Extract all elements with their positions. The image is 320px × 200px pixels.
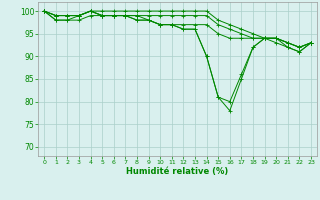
X-axis label: Humidité relative (%): Humidité relative (%) (126, 167, 229, 176)
